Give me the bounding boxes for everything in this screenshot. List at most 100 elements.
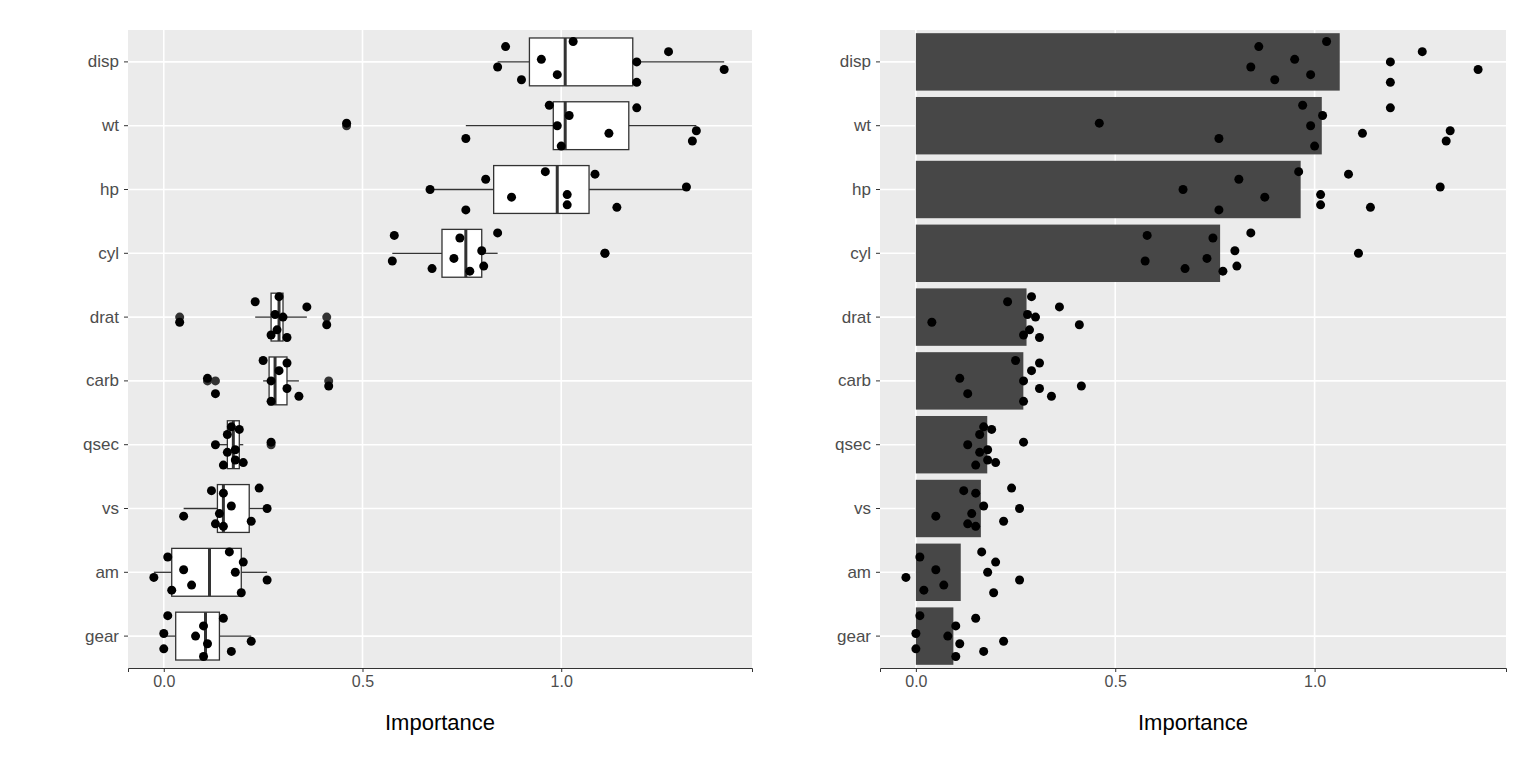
y-tick-label: wt bbox=[853, 116, 871, 135]
point bbox=[987, 425, 996, 434]
point bbox=[179, 512, 188, 521]
y-tick-label: qsec bbox=[83, 435, 119, 454]
point bbox=[943, 632, 952, 641]
point bbox=[911, 629, 920, 638]
point bbox=[247, 517, 256, 526]
y-tick-label: carb bbox=[86, 371, 119, 390]
y-tick: drat bbox=[90, 308, 128, 327]
y-tick: cyl bbox=[98, 244, 128, 263]
point bbox=[1095, 119, 1104, 128]
bar bbox=[916, 225, 1220, 282]
point bbox=[282, 359, 291, 368]
point bbox=[1230, 246, 1239, 255]
point bbox=[477, 246, 486, 255]
whisker-high bbox=[629, 125, 697, 126]
grid bbox=[128, 30, 752, 668]
y-tick: carb bbox=[86, 371, 128, 390]
point bbox=[1316, 190, 1325, 199]
point bbox=[225, 547, 234, 556]
point bbox=[959, 486, 968, 495]
point bbox=[1418, 47, 1427, 56]
box bbox=[342, 102, 696, 150]
point bbox=[239, 558, 248, 567]
point bbox=[692, 126, 701, 135]
point bbox=[983, 445, 992, 454]
y-tick-label: wt bbox=[101, 116, 119, 135]
point bbox=[390, 231, 399, 240]
box bbox=[392, 229, 609, 277]
whisker-high bbox=[241, 572, 267, 573]
y-tick-label: disp bbox=[840, 52, 871, 71]
x-axis-title: Importance bbox=[385, 710, 495, 735]
y-tick: qsec bbox=[835, 435, 880, 454]
point bbox=[175, 318, 184, 327]
point bbox=[263, 575, 272, 584]
point bbox=[1208, 233, 1217, 242]
y-tick-mark bbox=[876, 572, 880, 573]
point bbox=[159, 644, 168, 653]
point bbox=[927, 318, 936, 327]
point bbox=[975, 430, 984, 439]
point bbox=[999, 517, 1008, 526]
x-tick: 0.0 bbox=[905, 668, 927, 690]
point bbox=[1214, 134, 1223, 143]
x-tick-label: 0.0 bbox=[905, 673, 927, 690]
bar bbox=[916, 33, 1340, 90]
bar bbox=[916, 161, 1301, 218]
grid-line-y bbox=[128, 189, 752, 191]
box-outlier bbox=[211, 376, 220, 385]
point bbox=[1294, 167, 1303, 176]
point bbox=[1474, 65, 1483, 74]
whisker-low bbox=[392, 253, 442, 254]
y-tick: drat bbox=[842, 308, 880, 327]
point bbox=[294, 392, 303, 401]
points bbox=[149, 37, 728, 661]
box bbox=[203, 357, 333, 405]
point bbox=[461, 134, 470, 143]
box bbox=[164, 612, 251, 660]
x-tick: 0.0 bbox=[153, 668, 175, 690]
grid-line-y bbox=[128, 380, 752, 382]
point bbox=[179, 565, 188, 574]
x-tick: 1.0 bbox=[1304, 668, 1326, 690]
point bbox=[1306, 121, 1315, 130]
y-tick: vs bbox=[102, 499, 128, 518]
point bbox=[720, 65, 729, 74]
point bbox=[1246, 63, 1255, 72]
box bbox=[430, 166, 684, 214]
bar bbox=[916, 544, 961, 601]
x-tick: 1.0 bbox=[551, 668, 573, 690]
point bbox=[1023, 310, 1032, 319]
point bbox=[600, 249, 609, 258]
y-tick: vs bbox=[854, 499, 880, 518]
point bbox=[1246, 228, 1255, 237]
point bbox=[563, 200, 572, 209]
point bbox=[275, 292, 284, 301]
y-tick-mark bbox=[124, 572, 128, 573]
point bbox=[501, 42, 510, 51]
point bbox=[632, 57, 641, 66]
x-tick: 0.5 bbox=[352, 668, 374, 690]
point bbox=[1442, 137, 1451, 146]
box bbox=[498, 38, 725, 86]
point bbox=[455, 233, 464, 242]
point bbox=[963, 519, 972, 528]
box-median bbox=[564, 102, 567, 150]
point bbox=[231, 568, 240, 577]
point bbox=[911, 644, 920, 653]
point bbox=[282, 333, 291, 342]
point bbox=[211, 440, 220, 449]
point bbox=[1322, 37, 1331, 46]
y-tick-mark bbox=[876, 444, 880, 445]
y-tick-mark bbox=[124, 125, 128, 126]
point bbox=[302, 302, 311, 311]
point bbox=[1003, 297, 1012, 306]
whisker-low bbox=[430, 189, 494, 190]
point bbox=[251, 297, 260, 306]
point bbox=[967, 509, 976, 518]
point bbox=[1386, 103, 1395, 112]
bar bbox=[916, 97, 1322, 154]
y-tick-mark bbox=[124, 508, 128, 509]
point bbox=[207, 486, 216, 495]
x-tick-mark bbox=[1315, 668, 1316, 672]
